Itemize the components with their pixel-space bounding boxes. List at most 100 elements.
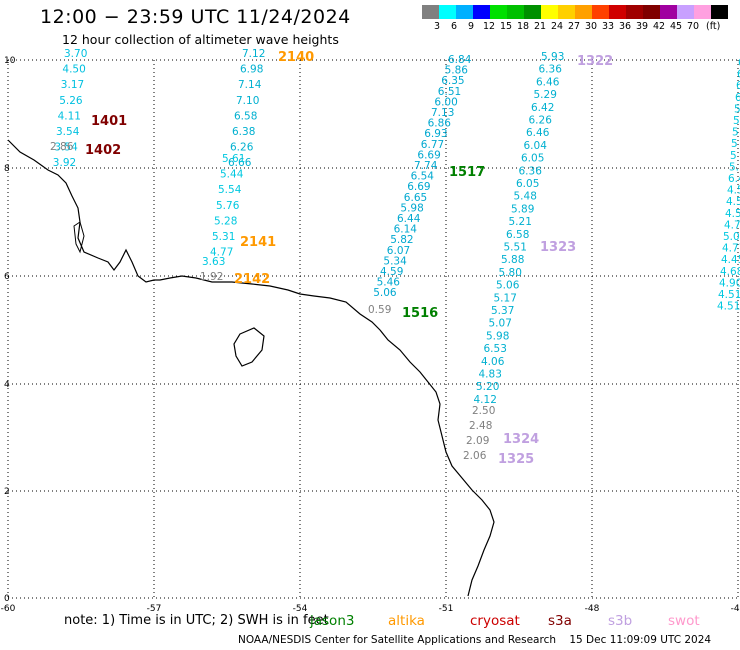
colorbar-cell (439, 5, 456, 19)
wave-height-value: 4.50 (62, 64, 85, 76)
y-tick-label: 10 (4, 56, 16, 66)
pass-number-label: 1325 (498, 452, 534, 467)
colorbar-label: 9 (468, 21, 475, 32)
wave-height-value: 2.06 (463, 450, 487, 462)
wave-height-value: 5.76 (216, 200, 240, 212)
wave-height-value: 5 (731, 138, 738, 150)
wave-height-value: 5.1 (729, 161, 740, 173)
wave-height-value: 4.5 (727, 185, 740, 197)
wave-height-value: 6.26 (529, 115, 553, 127)
wave-height-value: 5.98 (400, 202, 423, 214)
colorbar-label: 21 (534, 21, 547, 32)
colorbar-label: 30 (585, 21, 598, 32)
colorbar-labels: 3 6 9 12 15 18 21 24 27 30 33 36 39 42 45 70 (422, 21, 740, 33)
wave-height-value: 6.77 (421, 139, 444, 151)
wave-height-value: 4.12 (474, 394, 497, 406)
wave-height-value: 5.06 (496, 280, 520, 292)
wave-height-value: 5.04 (723, 231, 740, 243)
colorbar-cell (677, 5, 694, 19)
track-left-low: 2.86 (50, 141, 74, 153)
wave-height-value: 5.80 (499, 267, 522, 279)
x-tick-label: -54 (293, 604, 308, 614)
wave-height-value: 5.44 (220, 169, 244, 181)
x-tick-label: -48 (585, 604, 600, 614)
wave-height-value: 5 (734, 103, 740, 115)
wave-height-value: 4.54 (726, 196, 740, 208)
wave-height-value: 3.92 (53, 157, 76, 169)
colorbar-cell (643, 5, 660, 19)
pass-number-label: 1517 (449, 165, 485, 180)
colorbar-cell (507, 5, 524, 19)
wave-height-value: 4.59 (380, 266, 403, 278)
colorbar-cell (422, 5, 439, 19)
wave-height-value: 6.46 (526, 127, 550, 139)
wave-height-value: 4.11 (58, 110, 81, 122)
wave-height-value: 6.07 (387, 245, 410, 257)
pass-number-label: 1516 (402, 306, 438, 321)
colorbar-label: 15 (500, 21, 513, 32)
legend-s3a: s3a (548, 613, 572, 629)
colorbar-label: 70 (687, 21, 700, 32)
colorbar-cell (473, 5, 490, 19)
colorbar-cell (541, 5, 558, 19)
wave-height-value: 6.4 (728, 173, 740, 185)
legend-cryosat: cryosat (470, 613, 520, 629)
page-title: 12:00 − 23:59 UTC 11/24/2024 (40, 6, 351, 28)
colorbar-cell (694, 5, 711, 19)
credit-text: NOAA/NESDIS Center for Satellite Applica… (238, 634, 556, 646)
y-tick-label: 0 (4, 594, 10, 604)
pass-number-label: 1324 (503, 432, 539, 447)
wave-height-value: 5.07 (489, 318, 512, 330)
wave-height-value: 6 (738, 57, 740, 69)
wave-height-value: 0.59 (368, 304, 391, 316)
colorbar-cell (609, 5, 626, 19)
wave-height-value: 4.90 (719, 277, 740, 289)
footer-note: note: 1) Time is in UTC; 2) SWH is in fe… (64, 613, 329, 628)
page-subtitle: 12 hour collection of altimeter wave hei… (62, 32, 339, 47)
wave-height-value: 6.98 (240, 64, 263, 76)
wave-height-value: 7.14 (238, 79, 262, 91)
pass-number-label: 1401 (91, 114, 127, 129)
colorbar-unit: (ft) (706, 21, 721, 32)
wave-height-value: 6.14 (394, 224, 418, 236)
wave-height-value: 2.86 (50, 141, 74, 153)
track-2142: 3.63 (202, 256, 225, 268)
wave-height-value: 7.13 (431, 107, 454, 119)
colorbar-cell (626, 5, 643, 19)
legend-jason3: jason3 (310, 613, 355, 629)
pass-number-label: 2140 (278, 50, 314, 65)
wave-height-value: 5.34 (383, 255, 407, 267)
pass-number-label: 2142 (234, 272, 270, 287)
colorbar-label: 24 (551, 21, 564, 32)
wave-height-value: 5.26 (59, 95, 83, 107)
wave-height-value: 5.98 (486, 330, 509, 342)
wave-height-value: 5.51 (504, 242, 527, 254)
colorbar-label: 6 (451, 21, 458, 32)
colorbar-label: 12 (483, 21, 496, 32)
wave-height-value: 2.09 (466, 435, 489, 447)
wave-height-value: 6.00 (434, 96, 457, 108)
colorbar-cell (524, 5, 541, 19)
wave-height-value: 6.42 (531, 102, 554, 114)
colorbar-label: 27 (568, 21, 581, 32)
wave-height-value: 6.86 (428, 118, 452, 130)
wave-height-value: 5.82 (390, 234, 413, 246)
wave-height-value: 4.79 (724, 219, 740, 231)
wave-height-value: 4.53 (725, 208, 740, 220)
y-tick-label: 4 (4, 380, 10, 390)
pass-number-label: 1322 (577, 54, 613, 69)
wave-height-value: 5.89 (511, 203, 534, 215)
wave-height-value: 6.38 (232, 126, 255, 138)
wave-height-value: 6.36 (519, 165, 543, 177)
wave-height-value: 5.37 (491, 305, 514, 317)
wave-height-value: 4.77 (210, 247, 233, 259)
axis-labels: -60 -57 -54 -51 -48 -45 0 2 4 6 8 10 (1, 56, 740, 614)
colorbar-label: 36 (619, 21, 632, 32)
wave-height-value: 6.54 (411, 171, 435, 183)
wave-height-value: 5.28 (214, 215, 237, 227)
wave-height-value: 6.58 (234, 110, 257, 122)
wave-height-value: 6.05 (521, 153, 544, 165)
wave-height-value: 6.65 (404, 192, 427, 204)
wave-height-value: 6 (736, 80, 740, 92)
